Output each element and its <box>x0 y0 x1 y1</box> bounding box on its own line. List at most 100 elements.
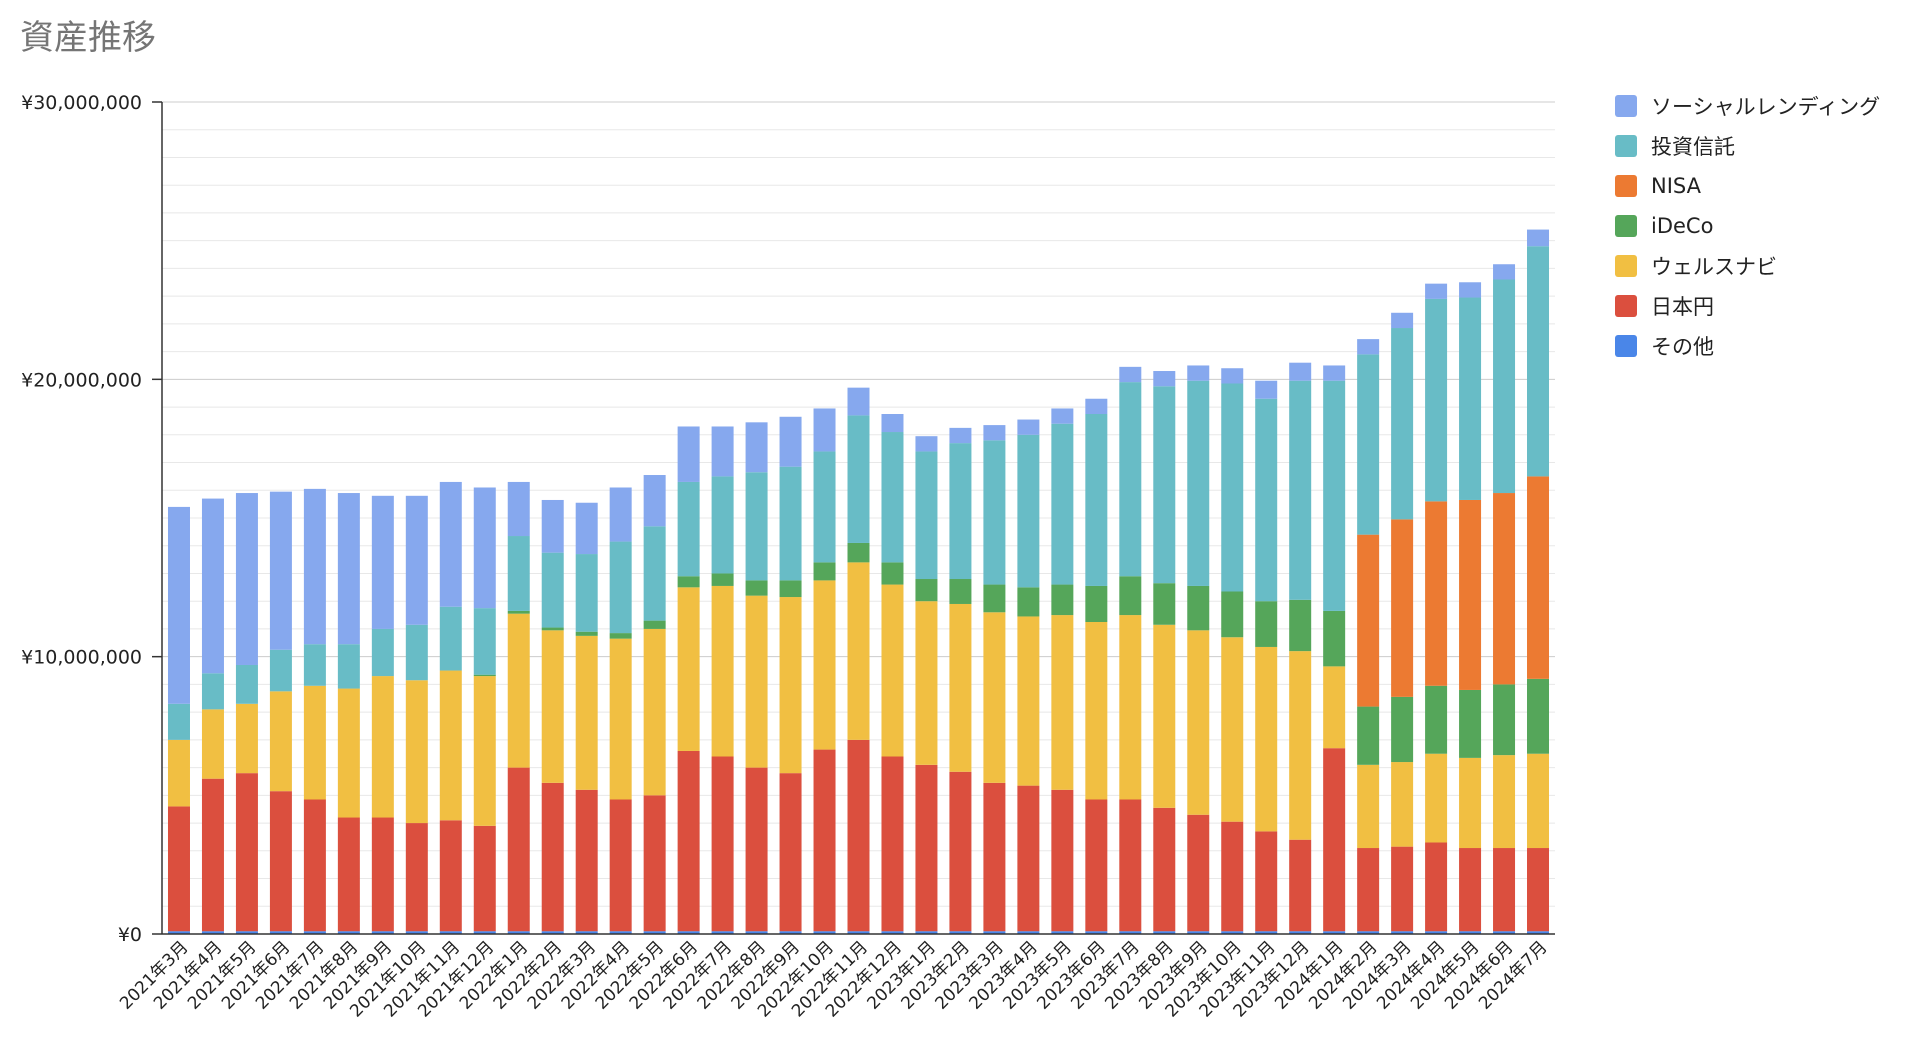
bar-segment <box>1493 264 1516 280</box>
bar-segment <box>711 426 734 477</box>
bar-segment <box>745 580 768 596</box>
bar-segment <box>1017 587 1040 617</box>
legend-label: 日本円 <box>1651 295 1714 319</box>
bar-segment <box>167 806 190 932</box>
bar-segment <box>1323 610 1346 667</box>
bar-segment <box>541 552 564 628</box>
bar-segment <box>575 502 598 555</box>
bar-segment <box>779 773 802 932</box>
bar-segment <box>1221 383 1244 592</box>
bar-segment <box>371 628 394 677</box>
bar-segment <box>1221 821 1244 932</box>
legend-item[interactable]: ウェルスナビ <box>1615 246 1880 286</box>
legend-item[interactable]: NISA <box>1615 166 1880 206</box>
bar-segment <box>1051 423 1074 585</box>
legend-swatch <box>1615 295 1637 317</box>
bar-segment <box>1527 848 1550 932</box>
legend-swatch <box>1615 335 1637 357</box>
bar-segment <box>507 481 530 537</box>
bar-segment <box>303 685 326 800</box>
bar-segment <box>1289 599 1312 652</box>
bar-segment <box>541 627 564 631</box>
legend-swatch <box>1615 255 1637 277</box>
legend-item[interactable]: iDeCo <box>1615 206 1880 246</box>
bar-segment <box>541 931 564 934</box>
bar-segment <box>1459 931 1482 934</box>
bar-segment <box>643 795 666 932</box>
bar-segment <box>337 688 360 818</box>
legend-item[interactable]: 日本円 <box>1615 286 1880 326</box>
legend-swatch <box>1615 215 1637 237</box>
y-tick-label: ¥30,000,000 <box>21 92 142 114</box>
legend-item[interactable]: ソーシャルレンディング <box>1615 86 1880 126</box>
bar-segment <box>1425 298 1448 502</box>
bar-segment <box>1153 386 1176 584</box>
bar-segment <box>1459 689 1482 758</box>
bar-segment <box>575 554 598 632</box>
bar-segment <box>1153 371 1176 387</box>
bar-segment <box>949 427 972 444</box>
bar-segment <box>1221 637 1244 822</box>
bar-segment <box>915 601 938 765</box>
bar-segment <box>983 440 1006 585</box>
bar-segment <box>1289 380 1312 600</box>
bar-segment <box>881 432 904 563</box>
bar-segment <box>915 451 938 580</box>
bar-segment <box>405 680 428 824</box>
bar-segment <box>201 709 224 779</box>
bar-segment <box>1425 501 1448 686</box>
bar-segment <box>915 764 938 932</box>
bar-segment <box>677 481 700 577</box>
bar-segment <box>881 756 904 932</box>
bar-segment <box>303 799 326 932</box>
bar-segment <box>847 542 870 563</box>
bar-segment <box>745 422 768 473</box>
bar-segment <box>813 749 836 932</box>
bar-segment <box>507 536 530 611</box>
bar-segment <box>1323 380 1346 611</box>
bar-segment <box>881 414 904 433</box>
bar-segment <box>1357 354 1380 535</box>
bar-segment <box>507 931 530 934</box>
y-tick-label: ¥0 <box>118 924 142 946</box>
bar-segment <box>677 931 700 934</box>
legend-label: 投資信託 <box>1651 135 1735 159</box>
bar-segment <box>1493 848 1516 932</box>
bar-segment <box>1187 931 1210 934</box>
legend-item[interactable]: その他 <box>1615 326 1880 366</box>
bar-segment <box>1459 848 1482 932</box>
bar-segment <box>711 931 734 934</box>
bar-segment <box>1391 846 1414 932</box>
bar-segment <box>1527 678 1550 754</box>
bar-segment <box>1323 748 1346 932</box>
bar-segment <box>847 415 870 543</box>
legend-item[interactable]: 投資信託 <box>1615 126 1880 166</box>
bar-segment <box>609 487 632 542</box>
bar-segment <box>1391 931 1414 934</box>
bar-segment <box>269 791 292 932</box>
bar-segment <box>1425 685 1448 754</box>
bar-segment <box>1085 931 1108 934</box>
bar-segment <box>371 495 394 629</box>
bar-segment <box>1357 339 1380 355</box>
bar-segment <box>609 633 632 639</box>
bar-segment <box>269 931 292 934</box>
bar-segment <box>1051 408 1074 424</box>
bar-segment <box>1425 283 1448 299</box>
bar-segment <box>949 603 972 772</box>
bar-segment <box>983 584 1006 613</box>
bar-segment <box>779 580 802 598</box>
bar-segment <box>1017 931 1040 934</box>
bar-segment <box>1459 757 1482 849</box>
bar-segment <box>1391 312 1414 329</box>
bar-segment <box>745 595 768 768</box>
bar-segment <box>1255 380 1278 399</box>
bar-segment <box>983 931 1006 934</box>
bar-segment <box>847 562 870 740</box>
y-tick-label: ¥20,000,000 <box>21 369 142 391</box>
bar-segment <box>1357 706 1380 765</box>
bar-segment <box>1255 398 1278 602</box>
bar-segment <box>439 670 462 821</box>
bar-segment <box>1187 814 1210 932</box>
bar-segment <box>575 635 598 790</box>
